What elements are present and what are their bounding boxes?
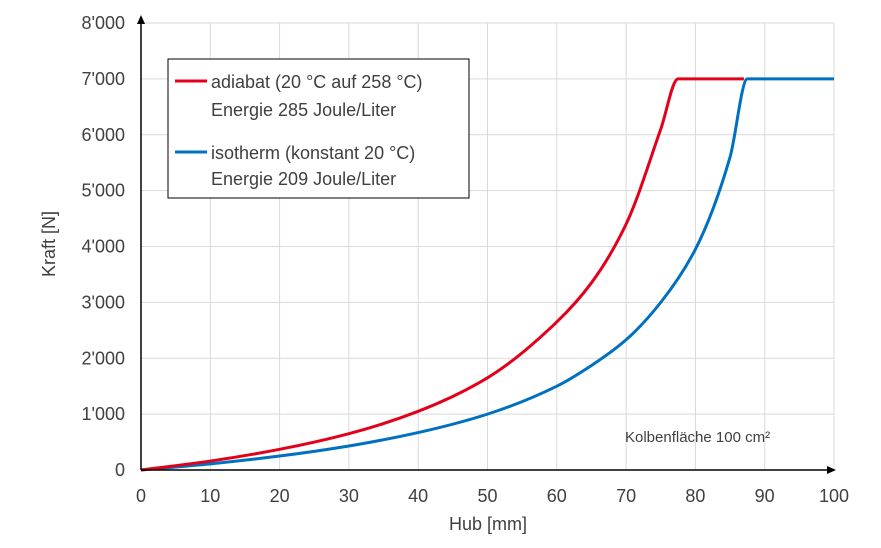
x-axis-title: Hub [mm] (449, 514, 527, 534)
y-axis-title: Kraft [N] (39, 211, 59, 277)
x-tick-label: 100 (819, 486, 849, 506)
legend-label-isotherm: isotherm (konstant 20 °C) (211, 143, 415, 163)
y-tick-label: 2'000 (82, 348, 125, 368)
x-tick-label: 20 (270, 486, 290, 506)
x-tick-label: 40 (408, 486, 428, 506)
series-line-adiabat (140, 77, 744, 472)
x-tick-label: 90 (755, 486, 775, 506)
x-tick-label: 70 (616, 486, 636, 506)
legend: adiabat (20 °C auf 258 °C) Energie 285 J… (167, 58, 470, 199)
data-curves (140, 77, 834, 472)
annotation-piston-area: Kolbenfläche 100 cm² (625, 429, 770, 446)
legend-box (167, 58, 470, 199)
x-tick-label: 0 (136, 486, 146, 506)
x-tick-label: 60 (547, 486, 567, 506)
y-tick-label: 6'000 (82, 125, 125, 145)
y-tick-label: 4'000 (82, 237, 125, 257)
x-tick-label: 50 (477, 486, 497, 506)
y-tick-label: 5'000 (82, 181, 125, 201)
y-tick-label: 7'000 (82, 69, 125, 89)
y-tick-labels: 0 1'000 2'000 3'000 4'000 5'000 6'000 7'000 8'00… (82, 13, 125, 480)
axes (137, 15, 836, 474)
legend-energy-adiabat: Energie 285 Joule/Liter (211, 100, 396, 120)
series-line-isotherm (140, 77, 834, 472)
legend-energy-isotherm: Energie 209 Joule/Liter (211, 169, 396, 189)
y-tick-label: 1'000 (82, 404, 125, 424)
y-tick-label: 3'000 (82, 292, 125, 312)
legend-label-adiabat: adiabat (20 °C auf 258 °C) (211, 72, 423, 92)
x-tick-label: 80 (685, 486, 705, 506)
y-tick-label: 8'000 (82, 13, 125, 33)
x-tick-labels: 0 10 20 30 40 50 60 70 80 90 100 (136, 486, 849, 506)
y-tick-label: 0 (115, 460, 125, 480)
x-tick-label: 10 (200, 486, 220, 506)
x-tick-label: 30 (339, 486, 359, 506)
